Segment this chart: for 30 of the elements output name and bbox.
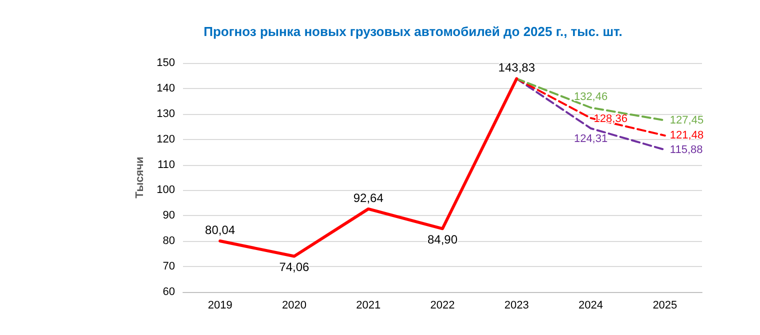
data-label: 84,90: [427, 232, 458, 247]
y-tick-label: 70: [162, 260, 175, 273]
data-label: 74,06: [279, 260, 310, 274]
x-tick-label: 2020: [282, 300, 306, 312]
data-label: 127,45: [670, 114, 704, 126]
x-tick-label: 2023: [504, 300, 529, 312]
x-tick-label: 2024: [578, 300, 604, 312]
y-tick-label: 60: [162, 286, 175, 298]
y-tick-label: 90: [162, 210, 175, 222]
data-label: 124,31: [574, 132, 608, 145]
data-label: 132,46: [574, 91, 608, 104]
x-tick-label: 2025: [652, 300, 678, 312]
chart-title: Прогноз рынка новых грузовых автомобилей до 2025 г., тыс. шт.: [204, 24, 622, 39]
data-label: 143,83: [498, 60, 536, 75]
data-label: 80,04: [205, 223, 236, 238]
x-tick-label: 2019: [208, 300, 232, 312]
y-tick-label: 140: [156, 82, 175, 94]
y-tick-label: 100: [156, 184, 175, 196]
y-tick-label: 130: [156, 108, 175, 120]
data-label: 128,36: [594, 113, 628, 126]
x-tick-label: 2022: [430, 300, 455, 312]
y-axis-title: Тысячи: [134, 156, 146, 198]
y-tick-label: 80: [162, 235, 175, 248]
x-tick-label: 2021: [356, 300, 381, 312]
data-label: 121,48: [670, 130, 704, 142]
data-label: 92,64: [353, 190, 384, 205]
y-tick-label: 150: [156, 57, 175, 69]
data-label: 115,88: [670, 144, 703, 156]
y-tick-label: 120: [156, 133, 175, 146]
y-tick-label: 110: [157, 158, 175, 171]
